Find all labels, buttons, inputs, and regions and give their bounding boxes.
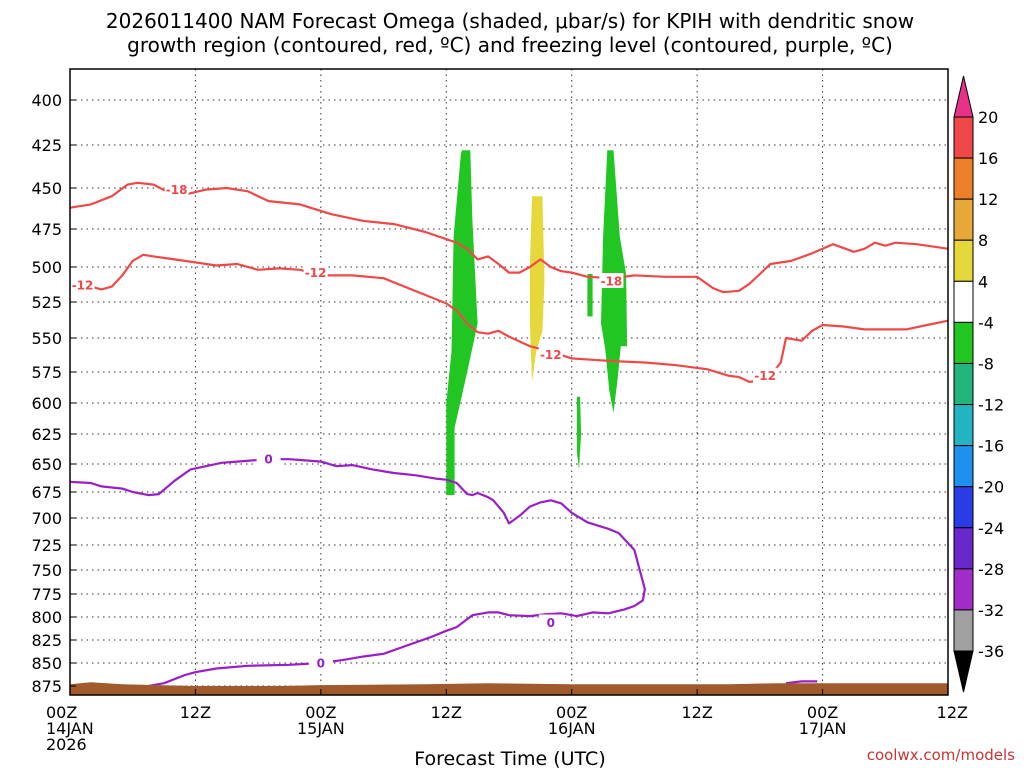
plot-frame <box>69 68 949 696</box>
x-tick-label-48-1: 00Z <box>556 703 587 722</box>
x-tick-label-0-1: 00Z <box>46 703 77 722</box>
colorbar-label-8: -16 <box>978 437 1004 456</box>
y-tick-label-550: 550 <box>31 329 62 348</box>
y-tick-label-450: 450 <box>31 179 62 198</box>
freezing-level-0c-label-bg-1 <box>308 655 333 670</box>
dgz-minus12-label-3: -12 <box>754 369 776 383</box>
x-tick-label-48-2: 16JAN <box>548 719 596 738</box>
dgz-minus12-label-2: -12 <box>540 348 562 362</box>
colorbar-band-1 <box>953 116 974 159</box>
y-tick-label-500: 500 <box>31 258 62 277</box>
freezing-level-0c-line <box>69 458 646 690</box>
x-axis-label: Forecast Time (UTC) <box>414 748 605 768</box>
dgz-minus18-label-1: -18 <box>601 275 623 289</box>
x-tick-label-72-2: 17JAN <box>799 719 847 738</box>
y-tick-label-600: 600 <box>31 394 62 413</box>
x-tick-label-60-1: 12Z <box>681 703 712 722</box>
colorbar-label-13: -36 <box>978 642 1004 661</box>
y-tick-label-725: 725 <box>31 536 62 555</box>
dgz-minus12-label-bg-2 <box>538 346 563 362</box>
plot-area: -18 -18 -12 -12 -12 -12 0 0 0 <box>69 69 949 695</box>
x-tick-label-0-3: 2026 <box>46 735 87 754</box>
y-tick-label-675: 675 <box>31 483 62 502</box>
title-line-2: growth region (contoured, red, ºC) and f… <box>127 33 893 57</box>
freezing-level-0c-label-1: 0 <box>317 657 325 671</box>
x-tick-label-36-1: 12Z <box>431 703 462 722</box>
colorbar-band-13 <box>953 609 974 652</box>
y-tick-label-800: 800 <box>31 608 62 627</box>
y-tick-label-425: 425 <box>31 136 62 155</box>
colorbar-band-9 <box>953 445 974 488</box>
dgz-minus18-label-0: -18 <box>166 183 188 197</box>
y-tick-label-700: 700 <box>31 509 62 528</box>
dgz-minus18-label-bg-0 <box>164 181 189 197</box>
colorbar-label-10: -24 <box>978 519 1004 538</box>
freezing-level-0c-label-2: 0 <box>547 616 555 630</box>
colorbar-label-7: -12 <box>978 396 1004 415</box>
dgz-minus12-label-bg-3 <box>753 367 778 383</box>
x-tick-label-84-1: 12Z <box>937 703 968 722</box>
colorbar-label-1: 16 <box>978 149 998 168</box>
dgz-minus12-label-1: -12 <box>305 266 327 280</box>
y-tick-label-850: 850 <box>31 654 62 673</box>
colorbar-band-8 <box>953 404 974 447</box>
colorbar-label-11: -28 <box>978 560 1004 579</box>
green-region-2 <box>587 274 593 317</box>
y-tick-label-650: 650 <box>31 455 62 474</box>
freezing-level-0c-label-0: 0 <box>264 453 272 467</box>
colorbar-label-2: 12 <box>978 190 998 209</box>
freezing-level-0c-label-bg-2 <box>538 614 563 630</box>
x-tick-label-0-2: 14JAN <box>46 719 94 738</box>
colorbar-label-9: -20 <box>978 478 1004 497</box>
dgz-minus12-label-bg-1 <box>303 264 328 280</box>
colorbar-band-10 <box>953 486 974 529</box>
dgz-minus18-line <box>69 181 949 294</box>
y-tick-label-475: 475 <box>31 220 62 239</box>
colorbar-band-7 <box>953 362 974 406</box>
y-tick-label-825: 825 <box>31 631 62 650</box>
colorbar-band-11 <box>953 527 974 570</box>
colorbar-band-3 <box>953 198 974 241</box>
axes: 400 425 450 475 500 525 550 575 600 625 650 675 700 7… <box>31 68 968 754</box>
colorbar-band-4 <box>953 239 974 282</box>
freezing-level-0c-label-bg-0 <box>256 451 281 467</box>
colorbar-band-12 <box>953 568 974 611</box>
colorbar-label-6: -8 <box>978 354 994 373</box>
y-tick-label-875: 875 <box>31 677 62 696</box>
colorbar-arrow-up <box>953 75 974 118</box>
green-region-4 <box>576 396 582 470</box>
x-tick-label-72-1: 00Z <box>807 703 838 722</box>
colorbar-label-5: -4 <box>978 313 994 332</box>
dgz-minus12-label-0: -12 <box>72 279 94 293</box>
dgz-minus12-line <box>69 253 949 383</box>
x-tick-label-24-2: 15JAN <box>297 719 345 738</box>
plot-background <box>70 69 948 695</box>
y-tick-label-625: 625 <box>31 425 62 444</box>
y-tick-label-775: 775 <box>31 585 62 604</box>
credit-label: coolwx.com/models <box>867 746 1015 764</box>
terrain-fill <box>70 682 948 695</box>
colorbar-band-5 <box>953 280 974 323</box>
colorbar-label-12: -32 <box>978 601 1004 620</box>
colorbar-label-0: 20 <box>978 108 998 127</box>
x-tick-label-12-1: 12Z <box>180 703 211 722</box>
colorbar-band-2 <box>953 157 974 200</box>
colorbar: 20 16 12 8 4 -4 -8 -12 -16 -20 -24 -28 -32 -36 <box>953 75 1004 693</box>
title-line-1: 2026011400 NAM Forecast Omega (shaded, μ… <box>106 9 914 33</box>
green-region-1 <box>446 150 478 496</box>
x-tick-label-24-1: 00Z <box>305 703 336 722</box>
colorbar-band-6 <box>953 321 974 364</box>
colorbar-label-4: 4 <box>978 272 988 291</box>
colorbar-arrow-down <box>953 650 974 693</box>
colorbar-label-3: 8 <box>978 231 988 250</box>
freezing-level-0c-b-line <box>785 680 818 685</box>
yellow-region-1 <box>529 196 545 382</box>
dgz-minus12-label-bg-0 <box>70 277 95 293</box>
y-tick-label-400: 400 <box>31 91 62 110</box>
y-tick-label-525: 525 <box>31 293 62 312</box>
y-tick-label-575: 575 <box>31 363 62 382</box>
dgz-minus18-label-bg-1 <box>599 273 624 288</box>
y-tick-label-750: 750 <box>31 561 62 580</box>
